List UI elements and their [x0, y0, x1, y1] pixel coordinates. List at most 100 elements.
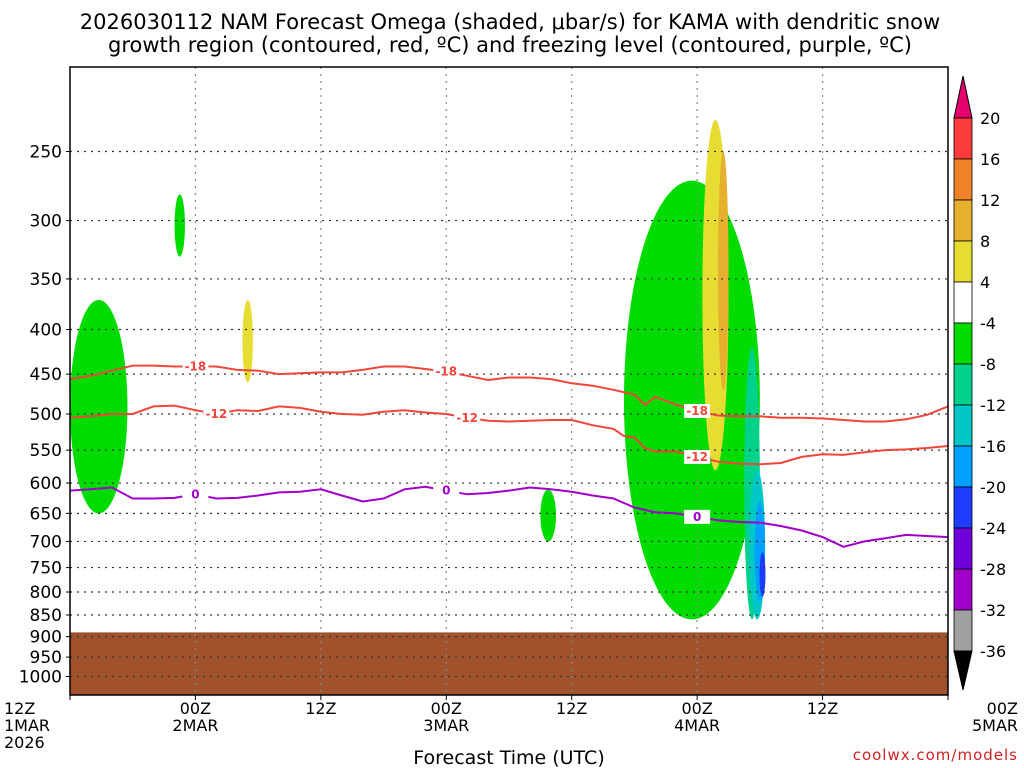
- plot-area: [70, 119, 948, 695]
- contour-line--18: [69, 364, 949, 423]
- x-tick-label-5-0: 00Z: [681, 699, 712, 718]
- y-tick-label-4: 450: [30, 365, 62, 385]
- x-tick-label-0-0: 12Z: [4, 699, 35, 718]
- colorbar-label-11: -28: [980, 560, 1006, 579]
- omega-region-3: [623, 180, 760, 620]
- contours: -18 -18 -18 -12 -12 -12 0 0 0: [69, 359, 949, 548]
- contour-label--18-0: -18: [185, 359, 207, 373]
- contour-label-bg-0-2: [684, 403, 711, 418]
- x-tick-label-7-0: 00Z: [987, 699, 1018, 718]
- contour-label-0-1: 0: [442, 484, 450, 498]
- colorbar-label-8: -16: [980, 437, 1006, 456]
- colorbar-bin-5: [953, 322, 973, 365]
- x-tick-label-3-1: 3MAR: [423, 716, 469, 735]
- y-tick-label-6: 550: [30, 441, 62, 461]
- y-tick-label-11: 800: [30, 583, 62, 603]
- contour-label--18-1: -18: [435, 365, 457, 379]
- colorbar-label-10: -24: [980, 519, 1006, 538]
- omega-region-0: [70, 299, 128, 514]
- contour-line--12: [69, 404, 949, 466]
- colorbar-bin-4: [953, 281, 973, 324]
- colorbar-label-13: -36: [980, 642, 1006, 661]
- colorbar-top-arrow: [953, 75, 973, 119]
- y-tick-label-3: 400: [30, 321, 62, 341]
- y-tick-label-8: 650: [30, 504, 62, 524]
- colorbar-label-12: -32: [980, 601, 1006, 620]
- contour-label--12-1: -12: [456, 411, 478, 425]
- colorbar-bin-11: [953, 568, 973, 611]
- contour-label-bg-0-1: [433, 364, 460, 379]
- colorbar-label-2: 12: [980, 191, 1000, 210]
- x-tick-label-1-0: 00Z: [180, 699, 211, 718]
- colorbar-label-7: -12: [980, 396, 1006, 415]
- x-tick-label-1-1: 2MAR: [172, 716, 218, 735]
- x-tick-label-0-1: 1MAR: [4, 716, 50, 735]
- colorbar-label-6: -8: [980, 355, 996, 374]
- contour-label-0-2: 0: [693, 510, 701, 524]
- contour-label-bg-0-0: [182, 359, 209, 374]
- terrain-fill: [70, 632, 948, 695]
- colorbar-label-1: 16: [980, 150, 1000, 169]
- y-tick-label-1: 300: [30, 212, 62, 232]
- colorbar-bin-9: [953, 486, 973, 529]
- colorbar-label-0: 20: [980, 109, 1000, 128]
- omega-region-8: [242, 299, 253, 383]
- x-tick-label-6-0: 12Z: [807, 699, 838, 718]
- colorbar-bin-8: [953, 445, 973, 488]
- omega-region-7: [759, 552, 766, 597]
- contour-line-0: [69, 485, 949, 548]
- contour-label-bg-2-1: [433, 483, 460, 498]
- axes: 2503003504004505005506006507007508008509…: [4, 66, 1018, 752]
- contour-label-bg-1-1: [454, 410, 481, 425]
- site-credit: coolwx.com/models: [853, 746, 1018, 764]
- x-tick-label-3-0: 00Z: [431, 699, 462, 718]
- colorbar-bottom-arrow: [953, 650, 973, 691]
- colorbar-bin-6: [953, 363, 973, 406]
- y-tick-label-0: 250: [30, 143, 62, 163]
- y-tick-label-2: 350: [30, 270, 62, 290]
- colorbar-bin-10: [953, 527, 973, 570]
- colorbar-bin-0: [953, 117, 973, 160]
- contour-label-0-0: 0: [191, 487, 199, 501]
- colorbar-label-4: 4: [980, 273, 990, 292]
- y-tick-label-9: 700: [30, 532, 62, 552]
- y-tick-label-5: 500: [30, 405, 62, 425]
- contour-label-bg-1-0: [203, 407, 230, 422]
- y-tick-label-15: 1000: [19, 668, 62, 688]
- x-tick-label-2-0: 12Z: [305, 699, 336, 718]
- colorbar-bin-1: [953, 158, 973, 201]
- x-tick-label-4-0: 12Z: [556, 699, 587, 718]
- colorbar-label-3: 8: [980, 232, 990, 251]
- contour-label-bg-2-0: [182, 487, 209, 502]
- plot-frame: [69, 66, 949, 696]
- chart-title-line1: 2026030112 NAM Forecast Omega (shaded, μ…: [80, 10, 940, 34]
- chart-title-line2: growth region (contoured, red, ºC) and f…: [108, 33, 912, 57]
- colorbar: 20 16 12 8 4 -4 -8 -12 -16 -20 -24 -28 -32 -36: [953, 75, 1006, 691]
- colorbar-label-9: -20: [980, 478, 1006, 497]
- x-tick-label-5-1: 4MAR: [674, 716, 720, 735]
- omega-region-10: [718, 151, 729, 391]
- colorbar-bin-12: [953, 609, 973, 652]
- x-tick-label-7-1: 5MAR: [972, 716, 1018, 735]
- contour-label-bg-1-2: [684, 449, 711, 464]
- colorbar-label-5: -4: [980, 314, 996, 333]
- omega-region-2: [540, 489, 557, 542]
- contour-label--12-2: -12: [686, 450, 708, 464]
- y-tick-label-10: 750: [30, 559, 62, 579]
- contour-label--12-0: -12: [205, 407, 227, 421]
- y-tick-label-12: 850: [30, 606, 62, 626]
- x-axis-label: Forecast Time (UTC): [413, 747, 604, 768]
- y-tick-label-14: 950: [30, 648, 62, 668]
- contour-label--18-2: -18: [686, 404, 708, 418]
- grid: [70, 67, 948, 695]
- omega-region-1: [174, 194, 185, 257]
- colorbar-bin-7: [953, 404, 973, 447]
- y-tick-label-13: 900: [30, 628, 62, 648]
- x-tick-label-0-2: 2026: [4, 733, 45, 752]
- contour-label-bg-2-2: [684, 509, 711, 524]
- colorbar-bin-3: [953, 240, 973, 283]
- y-tick-label-7: 600: [30, 474, 62, 494]
- colorbar-bin-2: [953, 199, 973, 242]
